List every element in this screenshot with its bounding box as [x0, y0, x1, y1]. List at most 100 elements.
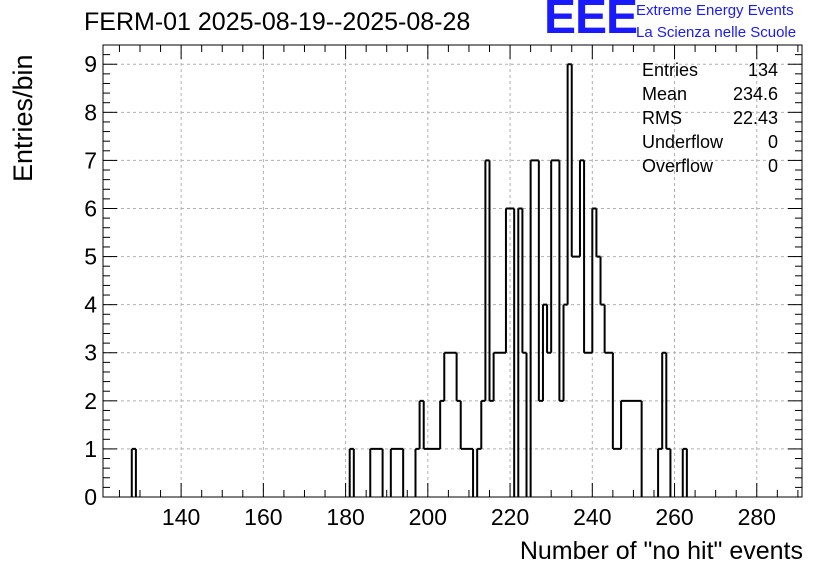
histogram-bin: [638, 401, 642, 497]
stat-row-underflow: Underflow 0: [642, 132, 778, 156]
stat-label: Underflow: [642, 132, 724, 152]
histogram-bin: [350, 449, 354, 497]
histogram-bin: [564, 305, 568, 497]
stat-value: 134: [747, 60, 778, 80]
histogram-bin: [596, 257, 600, 497]
x-tick-label: 240: [573, 504, 611, 530]
histogram-bin: [370, 449, 374, 497]
histogram-bin: [535, 160, 539, 497]
histogram-bin: [683, 449, 687, 497]
stats-box: Entries 134 Mean 234.6 RMS 22.43 Underfl…: [642, 60, 778, 180]
histogram-bin: [498, 353, 502, 497]
histogram-bin: [621, 401, 625, 497]
logo-line-2: La Scienza nelle Scuole: [636, 24, 797, 41]
histogram-bin: [666, 449, 670, 497]
histogram-bin: [584, 353, 588, 497]
histogram-bin: [485, 160, 489, 497]
histogram-bin: [547, 353, 551, 497]
stat-label: RMS: [642, 108, 682, 128]
histogram-bin: [580, 160, 584, 497]
histogram-bin: [453, 353, 457, 497]
histogram-bin: [391, 449, 395, 497]
histogram-bin: [617, 449, 621, 497]
y-tick-label: 5: [84, 244, 97, 270]
histogram-bin: [490, 401, 494, 497]
histogram-bin: [555, 160, 559, 497]
histogram-bin: [601, 305, 605, 497]
y-tick-label: 4: [84, 292, 97, 318]
histogram-bin: [592, 208, 596, 497]
histogram-bin: [436, 449, 440, 497]
histogram-bin: [502, 353, 506, 497]
y-axis-label: Entries/bin: [8, 54, 38, 182]
histogram-bin: [568, 64, 572, 497]
y-tick-label: 3: [84, 340, 97, 366]
x-tick-label: 200: [409, 504, 447, 530]
histogram-bin: [543, 305, 547, 497]
histogram-bin: [576, 257, 580, 497]
stat-label: Mean: [642, 84, 688, 104]
histogram-bin: [132, 449, 136, 497]
histogram-bin: [662, 353, 666, 497]
logo-line-1: Extreme Energy Events: [636, 2, 794, 19]
y-tick-label: 7: [84, 147, 97, 173]
y-tick-label: 1: [84, 436, 97, 462]
histogram-bin: [432, 449, 436, 497]
histogram-bin: [518, 208, 522, 497]
histogram-bin: [633, 401, 637, 497]
x-tick-label: 260: [655, 504, 693, 530]
histogram-bin: [531, 160, 535, 497]
x-tick-label: 220: [491, 504, 529, 530]
y-tick-label: 9: [84, 51, 97, 77]
histogram-bin: [477, 449, 481, 497]
y-tick-label: 2: [84, 388, 97, 414]
histogram-bin: [428, 449, 432, 497]
histogram-bin: [465, 449, 469, 497]
logo-letters: EEE: [544, 0, 638, 44]
stat-value: 234.6: [732, 84, 778, 104]
x-tick-label: 280: [738, 504, 776, 530]
histogram-bin: [461, 449, 465, 497]
histogram-bin: [510, 208, 514, 497]
histogram-bin: [551, 160, 555, 497]
histogram-bin: [629, 401, 633, 497]
y-tick-label: 0: [84, 484, 97, 510]
x-tick-label: 160: [244, 504, 282, 530]
histogram-bin: [506, 208, 510, 497]
histogram-bin: [613, 449, 617, 497]
histogram-bin: [448, 353, 452, 497]
histogram-bin: [378, 449, 382, 497]
stat-value: 0: [767, 132, 778, 152]
x-tick-label: 180: [326, 504, 364, 530]
histogram-bin: [415, 449, 419, 497]
histogram-bin: [424, 449, 428, 497]
stat-row-mean: Mean 234.6: [642, 84, 778, 108]
stat-row-rms: RMS 22.43: [642, 108, 778, 132]
y-tick-label: 6: [84, 195, 97, 221]
histogram-bin: [494, 353, 498, 497]
histogram-bin: [481, 401, 485, 497]
histogram-bin: [420, 401, 424, 497]
histogram-bin: [457, 401, 461, 497]
stat-row-entries: Entries 134: [642, 60, 778, 84]
histogram-bin: [625, 401, 629, 497]
histogram-bin: [605, 353, 609, 497]
stat-row-overflow: Overflow 0: [642, 156, 778, 180]
stat-label: Overflow: [642, 156, 714, 176]
histogram-bin: [588, 353, 592, 497]
stat-value: 22.43: [732, 108, 778, 128]
histogram-bin: [539, 401, 543, 497]
histogram-bin: [559, 401, 563, 497]
histogram-outline: [130, 63, 688, 497]
stat-label: Entries: [642, 60, 699, 80]
histogram-bin: [440, 401, 444, 497]
histogram-bin: [609, 353, 613, 497]
x-axis-label: Number of "no hit" events: [519, 537, 803, 565]
histogram-bin: [374, 449, 378, 497]
histogram-bin: [572, 257, 576, 497]
stat-value: 0: [767, 156, 778, 176]
histogram-bin: [658, 449, 662, 497]
x-tick-label: 140: [162, 504, 200, 530]
y-tick-label: 8: [84, 99, 97, 125]
chart-title: FERM-01 2025-08-19--2025-08-28: [84, 8, 471, 36]
